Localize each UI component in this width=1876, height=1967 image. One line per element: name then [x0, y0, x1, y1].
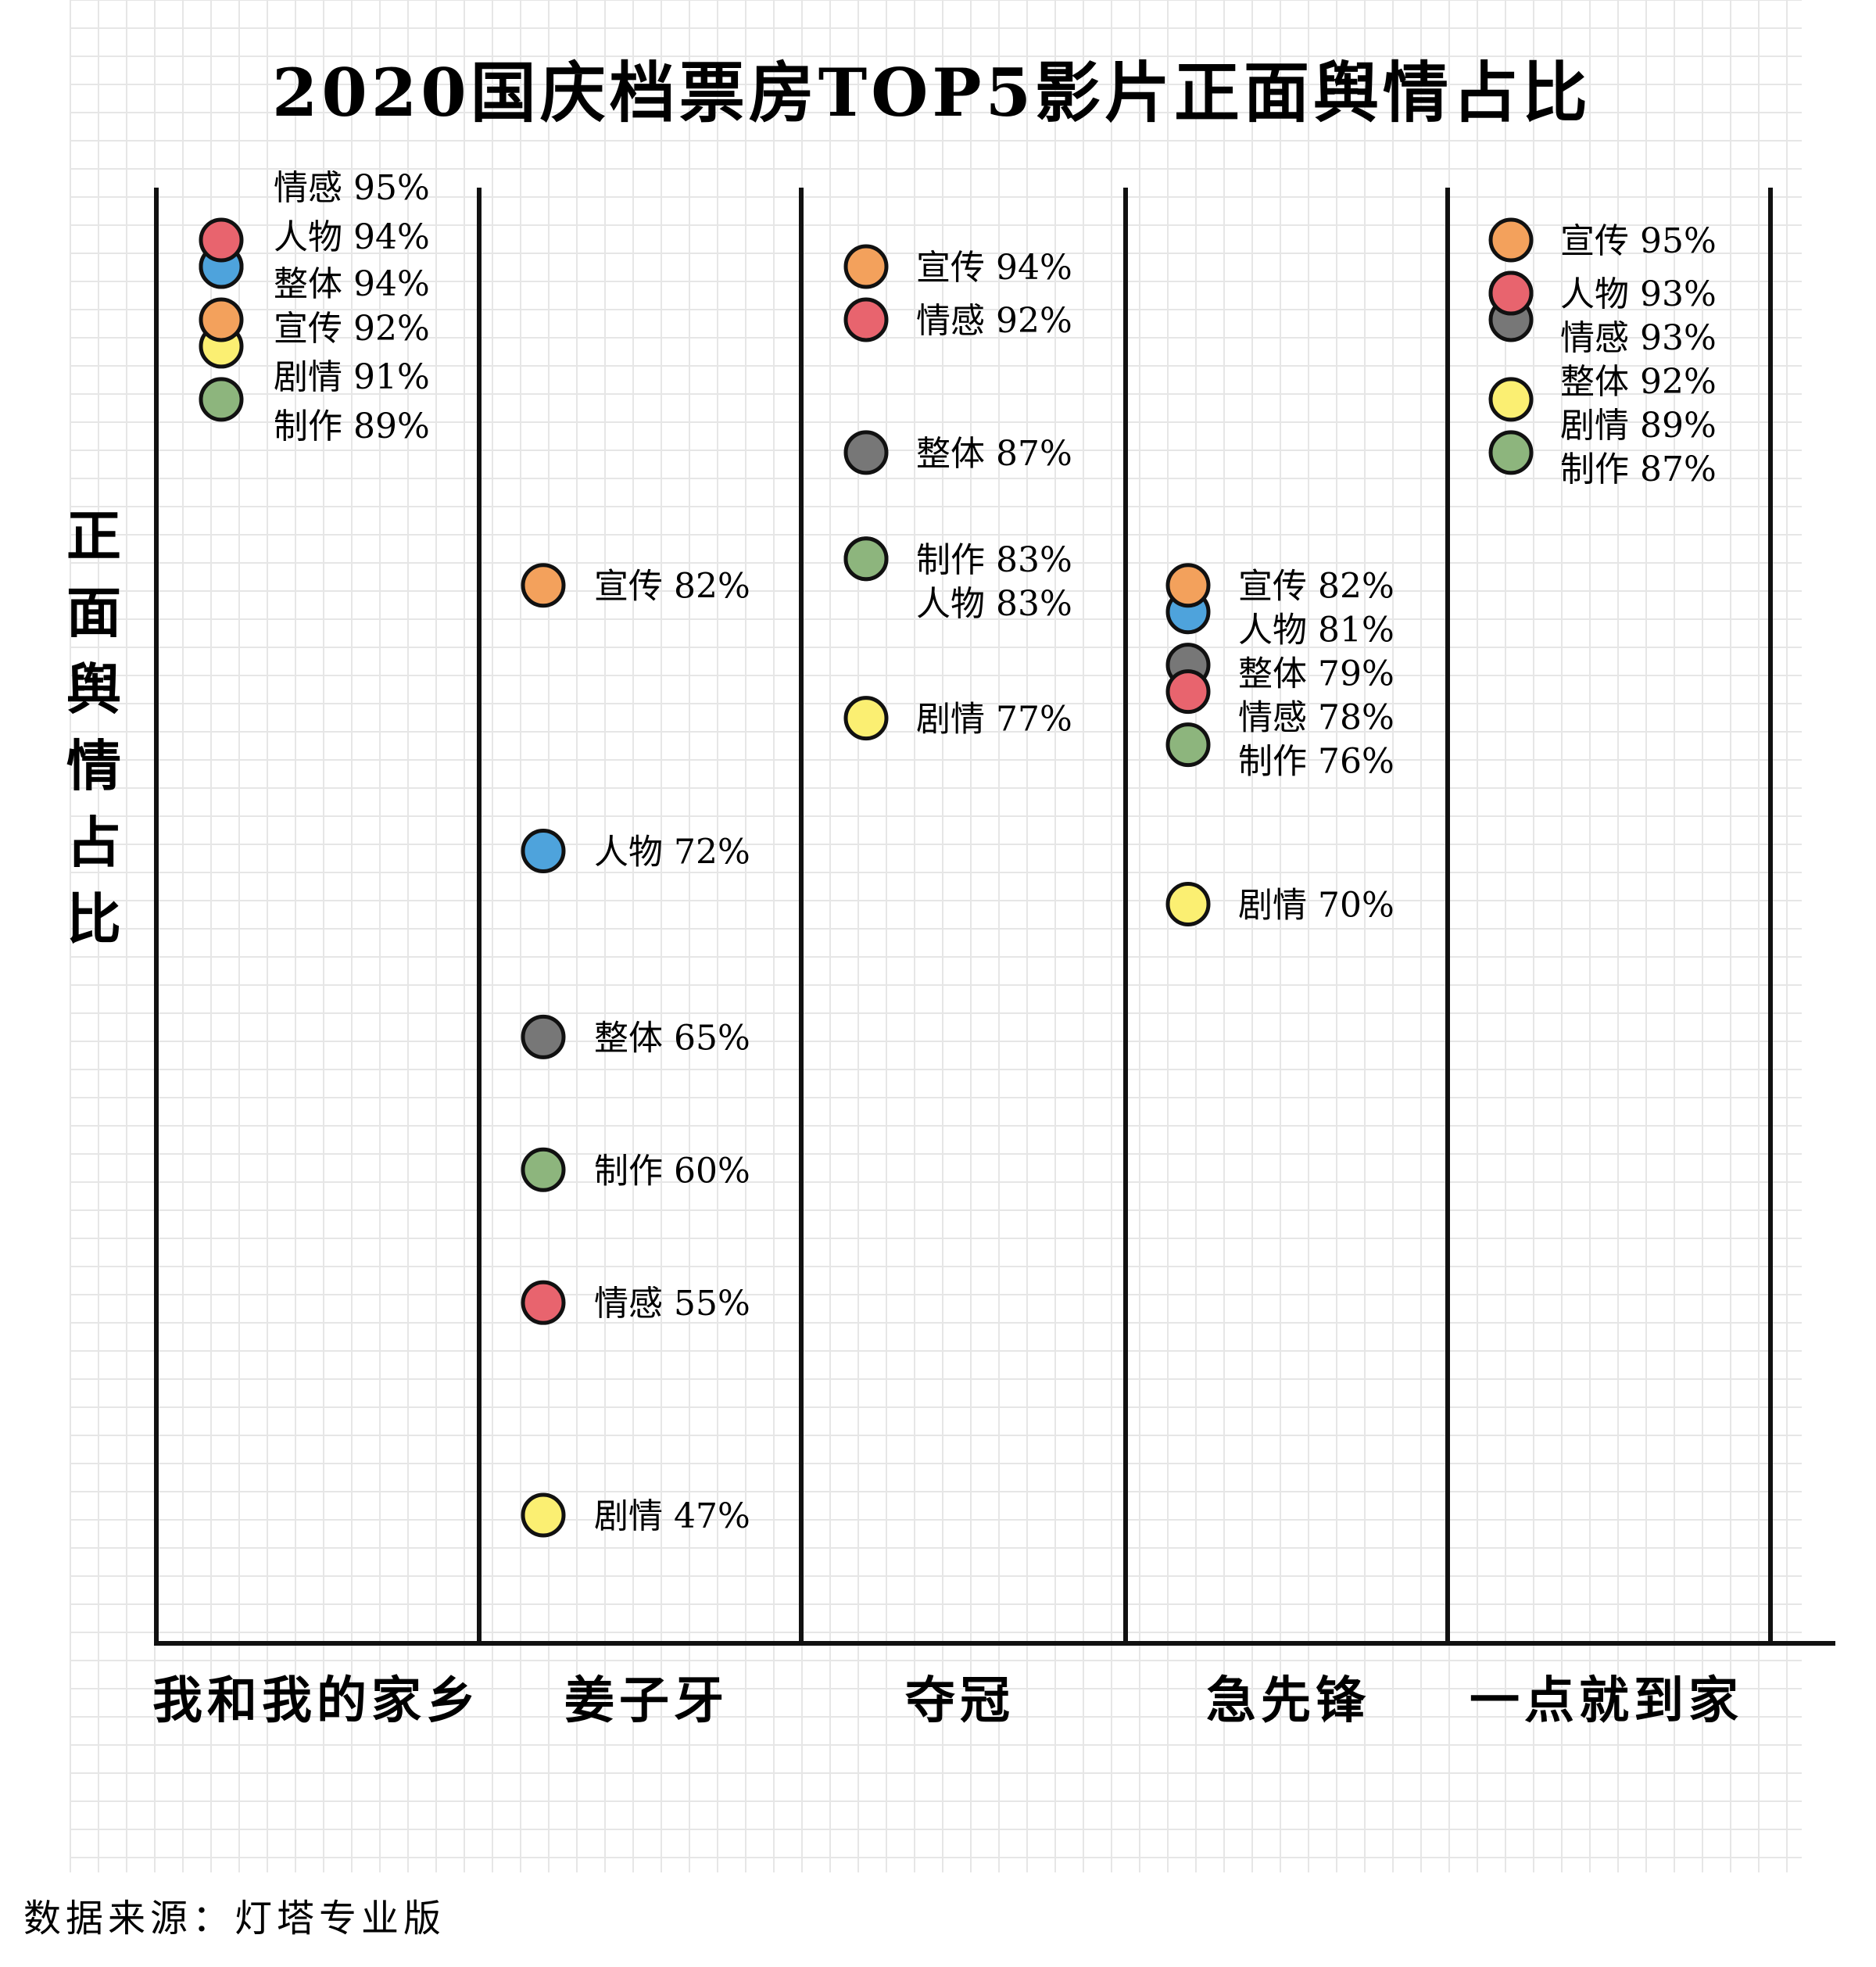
- data-point: [1488, 271, 1534, 316]
- data-label: 情感 78%: [1238, 698, 1394, 738]
- data-label: 人物 83%: [916, 584, 1072, 624]
- category-label: 急先锋: [1206, 1671, 1370, 1730]
- data-label: 剧情 70%: [1238, 885, 1394, 925]
- data-point: [521, 1492, 566, 1538]
- data-label: 宣传 92%: [274, 309, 430, 349]
- axes: [154, 188, 1835, 1646]
- data-label: 宣传 95%: [1560, 221, 1717, 261]
- data-label: 人物 72%: [594, 833, 750, 872]
- data-point: [1165, 881, 1211, 926]
- data-point: [521, 829, 566, 874]
- data-label: 剧情 89%: [1560, 406, 1717, 446]
- data-label: 整体 65%: [594, 1018, 750, 1058]
- data-point: [1488, 430, 1534, 475]
- data-label: 宣传 82%: [594, 567, 750, 607]
- data-point: [1488, 377, 1534, 422]
- chart-title: 2020国庆档票房TOP5影片正面舆情占比: [272, 54, 1591, 131]
- data-label: 整体 79%: [1238, 654, 1394, 694]
- category-label: 夺冠: [905, 1671, 1015, 1730]
- category-labels: 我和我的家乡 姜子牙 夺冠 急先锋 一点就到家: [152, 1671, 1743, 1730]
- data-label: 人物 94%: [274, 217, 430, 257]
- data-point: [1165, 722, 1211, 768]
- data-point: [843, 297, 889, 342]
- data-points: [199, 217, 1534, 1538]
- data-point: [1165, 563, 1211, 608]
- source-note: 数据来源：灯塔专业版: [23, 1897, 446, 1940]
- category-label: 姜子牙: [564, 1671, 729, 1730]
- data-label: 剧情 77%: [916, 700, 1072, 740]
- data-label: 情感 92%: [916, 301, 1072, 341]
- data-label: 情感 93%: [1560, 318, 1717, 358]
- data-label: 剧情 47%: [594, 1496, 750, 1536]
- data-label: 整体 87%: [916, 434, 1072, 474]
- data-point: [843, 536, 889, 582]
- data-label: 制作 60%: [594, 1151, 750, 1191]
- data-point: [199, 377, 244, 422]
- data-point: [521, 1147, 566, 1192]
- data-point: [843, 696, 889, 741]
- category-label: 一点就到家: [1470, 1671, 1743, 1730]
- background-grid: [70, 0, 1802, 1872]
- data-label: 宣传 82%: [1238, 567, 1394, 607]
- data-point: [199, 217, 244, 263]
- y-axis-label: 正面舆情占比: [66, 503, 121, 951]
- data-label: 制作 76%: [1238, 742, 1394, 782]
- data-label: 情感 95%: [274, 168, 430, 208]
- data-label: 制作 89%: [274, 407, 430, 446]
- category-label: 我和我的家乡: [152, 1671, 481, 1730]
- data-point: [521, 563, 566, 608]
- data-label: 整体 92%: [1560, 362, 1717, 402]
- data-point: [843, 430, 889, 475]
- data-label: 制作 83%: [916, 540, 1072, 580]
- data-label: 制作 87%: [1560, 450, 1717, 489]
- data-labels: 情感 95% 人物 94% 整体 94% 宣传 92% 剧情 91% 制作 89% 宣传 8…: [274, 168, 1717, 1536]
- data-label: 情感 55%: [594, 1284, 750, 1324]
- data-label: 剧情 91%: [274, 357, 430, 397]
- data-point: [521, 1014, 566, 1059]
- data-point: [199, 297, 244, 342]
- data-point: [843, 244, 889, 289]
- data-label: 人物 93%: [1560, 274, 1717, 314]
- data-label: 整体 94%: [274, 264, 430, 304]
- data-point: [521, 1280, 566, 1325]
- data-point: [1488, 217, 1534, 263]
- data-point: [1165, 669, 1211, 715]
- data-label: 宣传 94%: [916, 248, 1072, 288]
- data-label: 人物 81%: [1238, 611, 1394, 650]
